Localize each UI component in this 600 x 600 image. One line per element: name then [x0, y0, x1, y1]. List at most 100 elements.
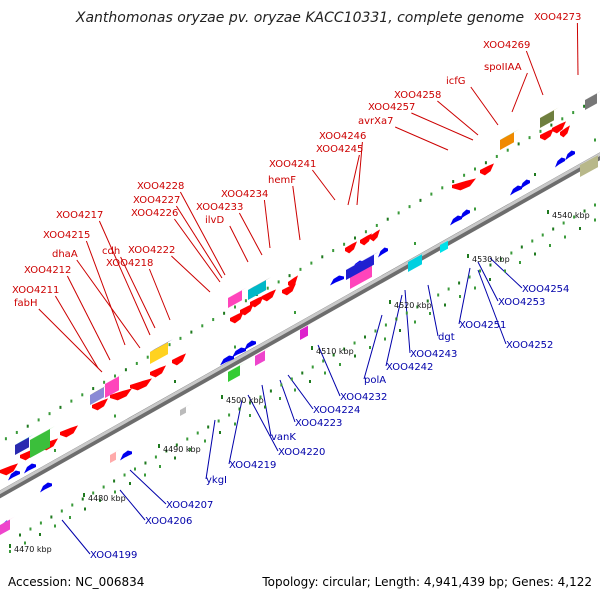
gc-dot: [102, 485, 105, 489]
gc-dot: [364, 230, 367, 234]
reverse-gene-label: XOO4206: [145, 516, 192, 527]
gene-block-pink-small-top: [300, 322, 313, 330]
gc-dot: [168, 343, 171, 347]
reverse-gene-arrow: [510, 185, 522, 196]
reverse-callout-line: [477, 269, 507, 345]
forward-callout-line: [292, 185, 301, 241]
gene-block-green-small-top: [228, 362, 245, 372]
reverse-gene-label: XOO4220: [278, 447, 325, 458]
accession-text: Accession: NC_006834: [8, 575, 145, 589]
forward-gene-label: XOO4258: [394, 90, 441, 101]
reverse-callout-line: [385, 294, 403, 367]
reverse-gene-label: XOO4243: [410, 349, 457, 360]
forward-callout-line: [411, 112, 474, 141]
gc-dot: [416, 305, 419, 309]
forward-gene-arrow: [552, 121, 566, 134]
forward-callout-line: [54, 295, 99, 369]
gc-dot: [489, 263, 492, 267]
gc-dot: [201, 324, 204, 328]
forward-callout-line: [437, 100, 479, 136]
gene-block-navy-face: [346, 254, 374, 280]
gc-dot: [290, 377, 293, 381]
gc-dot: [353, 341, 356, 345]
forward-callout-line: [98, 220, 151, 336]
gc-dot: [174, 456, 176, 460]
forward-callout-line: [229, 225, 249, 263]
gene-block-pink: [105, 373, 124, 398]
gc-dot: [573, 215, 576, 219]
gene-block-purple-face: [90, 387, 104, 405]
gc-dot: [244, 299, 247, 303]
reverse-gene-arrow: [244, 340, 256, 351]
reverse-callout-line: [458, 267, 471, 325]
gene-block-yellow-face: [150, 342, 168, 364]
gene-block-lightred: [110, 448, 121, 463]
gc-dot: [332, 249, 335, 253]
gene-block-lightred-top: [110, 448, 121, 455]
gc-dot: [510, 251, 513, 255]
gc-dot: [495, 154, 498, 158]
reverse-gene-label: XOO4254: [522, 284, 569, 295]
forward-gene-label: XOO4245: [316, 144, 363, 155]
gc-dot: [583, 104, 586, 108]
forward-gene-arrow: [345, 241, 357, 254]
reverse-callout-line: [363, 314, 383, 380]
backbone-shadow: [0, 152, 600, 499]
forward-callout-line: [179, 191, 226, 276]
gc-dot: [129, 482, 131, 485]
kbp-tick-label: 4490 kbp: [163, 445, 201, 454]
gc-dot: [479, 269, 481, 273]
forward-gene-label: icfG: [446, 76, 466, 87]
reverse-gene-label: dgt: [438, 332, 455, 343]
gc-dot: [374, 329, 377, 333]
reverse-gene-arrow: [450, 215, 462, 226]
forward-callout-line: [576, 22, 579, 76]
gene-block-navy-top: [346, 251, 379, 270]
gene-block-olive-face: [540, 110, 554, 128]
reverse-gene-arrow: [565, 150, 575, 161]
gc-dot: [217, 419, 220, 423]
reverse-gene-arrow: [8, 470, 20, 481]
gene-block-cyan-top: [248, 277, 271, 290]
gc-dot: [564, 235, 566, 239]
gene-block-green-small-face: [228, 365, 240, 382]
reverse-callout-line: [404, 289, 411, 354]
forward-gene-arrow: [0, 463, 18, 476]
reverse-callout-line: [317, 344, 341, 397]
gc-dot: [60, 509, 63, 513]
gc-dot: [531, 239, 534, 243]
gc-dot: [499, 257, 502, 261]
reverse-gene-label: XOO4223: [295, 418, 342, 429]
forward-callout-line: [85, 240, 126, 346]
gc-dot: [103, 380, 106, 384]
reverse-gene-label: XOO4219: [229, 460, 276, 471]
gc-dot: [174, 380, 176, 383]
reverse-gene-label: XOO4251: [459, 320, 506, 331]
gc-dot: [54, 524, 56, 528]
gc-dot: [311, 365, 314, 369]
forward-gene-arrow: [110, 388, 132, 401]
gc-dot: [9, 550, 11, 553]
gc-dot: [144, 473, 146, 477]
gc-dot: [37, 418, 40, 422]
gene-block-tan-face: [580, 155, 598, 177]
gc-dot: [50, 515, 53, 519]
gc-dot: [259, 395, 262, 399]
gc-dot: [324, 371, 326, 375]
forward-gene-label: fabH: [14, 298, 38, 309]
reverse-callout-line: [228, 399, 243, 465]
reverse-callout-line: [287, 374, 314, 410]
gc-dot: [399, 329, 401, 332]
forward-gene-arrow: [60, 425, 78, 438]
gene-block-green-face: [30, 429, 50, 458]
gc-dot: [207, 425, 210, 429]
forward-gene-label: XOO4217: [56, 210, 103, 221]
genome-backbone: [0, 152, 600, 499]
forward-gene-arrow: [130, 378, 152, 391]
gc-dot: [452, 180, 455, 184]
forward-callout-line: [525, 50, 544, 96]
forward-callout-line: [356, 141, 363, 206]
forward-gene-arrow: [172, 353, 186, 366]
forward-gene-label: ilvD: [205, 215, 224, 226]
gc-dot: [426, 299, 429, 303]
